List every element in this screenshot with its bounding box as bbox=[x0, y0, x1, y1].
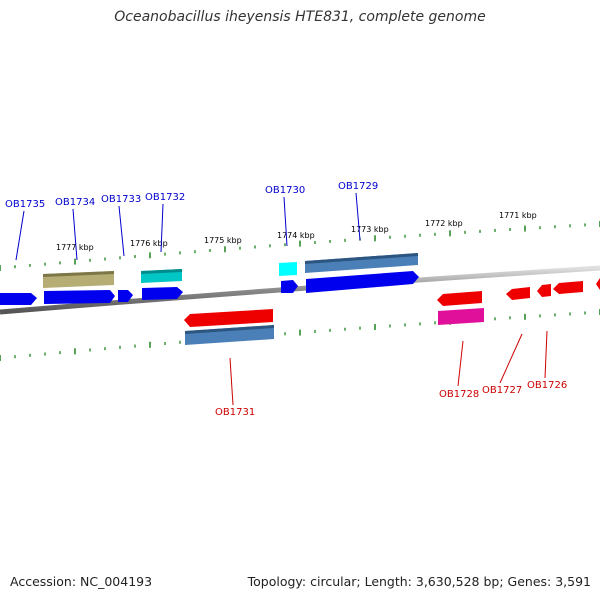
gene-arrow-ob1726-b[interactable] bbox=[553, 281, 583, 294]
leader-ob1730 bbox=[283, 196, 288, 247]
feature-box-ob1728[interactable] bbox=[438, 308, 484, 325]
gene-arrow-ob1735[interactable] bbox=[0, 293, 37, 305]
gene-label-ob1735: OB1735 bbox=[5, 199, 45, 210]
gene-arrow-ob1727[interactable] bbox=[506, 287, 530, 300]
kbp-label-1772: 1772 kbp bbox=[425, 219, 463, 228]
reverse-strand-features bbox=[185, 308, 484, 345]
leader-ob1734 bbox=[72, 208, 78, 261]
gene-label-ob1728: OB1728 bbox=[439, 389, 479, 400]
gene-label-ob1733: OB1733 bbox=[101, 194, 141, 205]
gene-arrow-ob1728[interactable] bbox=[437, 291, 482, 306]
kbp-label-1771: 1771 kbp bbox=[499, 211, 537, 220]
leader-ob1726 bbox=[544, 330, 548, 379]
genome-title: Oceanobacillus iheyensis HTE831, complet… bbox=[114, 9, 486, 25]
accession-text: Accession: NC_004193 bbox=[10, 574, 153, 589]
leader-ob1735 bbox=[15, 210, 25, 261]
gene-label-ob1727: OB1727 bbox=[482, 385, 522, 396]
gene-labels: OB1735 OB1734 OB1733 OB1732 OB1730 OB172… bbox=[5, 181, 567, 418]
feature-box-ob1732-shadow bbox=[141, 269, 182, 274]
leader-ob1731 bbox=[229, 357, 234, 406]
gene-label-ob1729: OB1729 bbox=[338, 181, 378, 192]
gene-arrow-ob1731[interactable] bbox=[184, 309, 273, 327]
kbp-label-1775: 1775 kbp bbox=[204, 236, 242, 245]
forward-strand-features bbox=[43, 253, 418, 288]
leader-ob1732 bbox=[160, 203, 164, 253]
topology-text: Topology: circular; Length: 3,630,528 bp… bbox=[247, 574, 591, 589]
genome-backbone bbox=[0, 265, 600, 315]
gene-label-ob1730: OB1730 bbox=[265, 185, 305, 196]
feature-box-ob1731-shadow bbox=[185, 325, 274, 334]
kbp-labels: 1777 kbp 1776 kbp 1775 kbp 1774 kbp 1773… bbox=[56, 211, 537, 252]
upper-tick-row bbox=[0, 221, 600, 271]
feature-box-ob1730[interactable] bbox=[279, 262, 297, 276]
feature-box-ob1734-shadow bbox=[43, 271, 114, 277]
lower-tick-row bbox=[0, 309, 600, 361]
leader-ob1733 bbox=[118, 205, 125, 257]
gene-label-ob1726: OB1726 bbox=[527, 380, 567, 391]
gene-arrow-ob1734[interactable] bbox=[44, 290, 115, 304]
gene-label-ob1732: OB1732 bbox=[145, 192, 185, 203]
gene-arrow-ob1733[interactable] bbox=[118, 290, 133, 302]
gene-arrow-ob1730[interactable] bbox=[281, 280, 298, 293]
leader-ob1727 bbox=[499, 333, 523, 384]
gene-arrow-ob1726-a[interactable] bbox=[537, 284, 551, 297]
leader-ob1728 bbox=[457, 340, 464, 387]
kbp-label-1774: 1774 kbp bbox=[277, 231, 315, 240]
gene-arrow-ob1729[interactable] bbox=[306, 271, 419, 293]
gene-arrow-ob1732[interactable] bbox=[142, 287, 183, 300]
kbp-label-1777: 1777 kbp bbox=[56, 243, 94, 252]
kbp-label-1776: 1776 kbp bbox=[130, 239, 168, 248]
reverse-strand-genes bbox=[184, 278, 600, 327]
gene-label-ob1734: OB1734 bbox=[55, 197, 95, 208]
gene-leader-lines bbox=[15, 192, 548, 406]
kbp-label-1773: 1773 kbp bbox=[351, 225, 389, 234]
forward-strand-genes bbox=[0, 271, 419, 305]
gene-arrow-edge[interactable] bbox=[596, 278, 600, 290]
gene-label-ob1731: OB1731 bbox=[215, 407, 255, 418]
feature-box-ob1729-shadow bbox=[305, 253, 418, 264]
leader-ob1729 bbox=[355, 192, 361, 241]
